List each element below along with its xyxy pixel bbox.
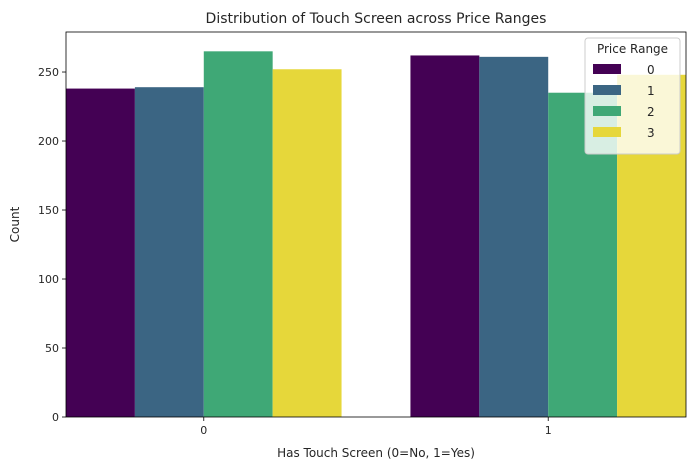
y-tick-label: 100 — [38, 273, 59, 286]
bar-1-series-1 — [479, 56, 549, 417]
bar-0-series-2 — [203, 51, 273, 417]
legend-swatch-1 — [593, 85, 621, 95]
bar-1-series-0 — [410, 55, 480, 418]
y-tick-label: 50 — [45, 342, 59, 355]
y-tick-label: 0 — [52, 411, 59, 424]
x-tick-label: 1 — [545, 424, 552, 437]
legend-swatch-3 — [593, 127, 621, 137]
bars — [66, 51, 686, 418]
legend-swatch-2 — [593, 106, 621, 116]
legend-label-0: 0 — [647, 63, 655, 77]
plot-frame — [65, 31, 687, 418]
chart-title: Distribution of Touch Screen across Pric… — [206, 11, 547, 27]
x-tick-label: 0 — [200, 424, 207, 437]
bar-0-series-0 — [66, 88, 135, 418]
y-axis: 0 50 100 150 200 250 — [38, 66, 66, 424]
y-tick-label: 200 — [38, 135, 59, 148]
legend-title: Price Range — [597, 42, 668, 56]
bar-0-series-3 — [272, 69, 342, 418]
x-axis-label: Has Touch Screen (0=No, 1=Yes) — [277, 446, 475, 460]
legend-swatch-0 — [593, 64, 621, 74]
y-tick-label: 250 — [38, 66, 59, 79]
bar-0-series-1 — [134, 87, 204, 417]
legend-label-1: 1 — [647, 84, 655, 98]
legend: Price Range 0 1 2 3 — [584, 37, 681, 155]
legend-label-2: 2 — [647, 105, 655, 119]
y-axis-label: Count — [8, 206, 22, 242]
legend-label-3: 3 — [647, 126, 655, 140]
y-tick-label: 150 — [38, 204, 59, 217]
